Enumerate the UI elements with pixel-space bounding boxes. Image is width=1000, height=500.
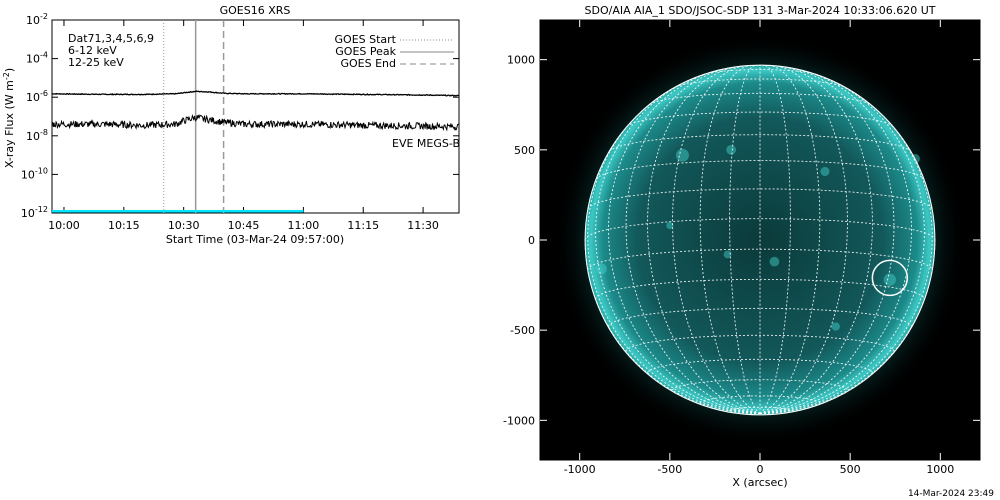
latitude-line: [595, 160, 925, 180]
aia-x-axis-label: X (arcsec): [732, 476, 787, 489]
active-region-patch: [726, 144, 737, 155]
longitude-line: [587, 97, 761, 415]
y-tick-base: 10: [26, 14, 40, 27]
legend-12-25kev: 12-25 keV: [68, 56, 124, 69]
y-tick-label: 10-4: [26, 51, 48, 66]
flux-upper-series: [52, 90, 460, 97]
y-tick-exponent: -8: [40, 128, 48, 137]
longitude-line: [759, 66, 895, 415]
longitude-line: [759, 64, 821, 415]
aia-y-axis-ticks: 1000 500 0 -500 -1000: [503, 54, 980, 427]
aia-x-axis-ticks: -1000 -500 0 500 1000: [564, 20, 954, 476]
y-tick-exponent: -4: [40, 51, 48, 60]
x-tick-label: 10:00: [48, 219, 80, 232]
y-tick-label: 10-6: [26, 89, 48, 104]
longitude-line: [608, 68, 761, 415]
y-tick-label: 10-10: [21, 166, 48, 181]
y-tick-label: 10-8: [26, 128, 48, 143]
y-axis-label: X-ray Flux (W m-2): [2, 68, 16, 168]
longitude-line: [595, 73, 761, 415]
flare-location-marker: [871, 259, 909, 297]
longitude-line: [672, 65, 761, 415]
y-tick-exponent: -12: [35, 205, 48, 214]
y-tick-exponent: -6: [40, 89, 48, 98]
aia-x-tick-label: -500: [657, 463, 682, 476]
y-tick-exponent: -2: [40, 12, 48, 21]
y-tick-base: 10: [26, 130, 40, 143]
chart-title: GOES16 XRS: [220, 4, 291, 17]
latitude-line: [649, 92, 871, 105]
plot-frame: [51, 19, 460, 214]
legend-goes-start: GOES Start: [335, 33, 397, 46]
active-region-patch: [675, 148, 689, 162]
flux-lower-series: [51, 114, 460, 132]
active-region-patch: [723, 250, 732, 259]
y-tick-exponent: -10: [35, 166, 48, 175]
active-region-patch: [769, 256, 780, 267]
x-tick-label: 10:15: [108, 219, 140, 232]
goes-event-lines: [163, 20, 225, 213]
aia-image-panel: SDO/AIA AIA_1 SDO/JSOC-SDP 131 3-Mar-202…: [503, 4, 981, 489]
latitude-line: [608, 134, 912, 152]
latitude-line: [729, 406, 791, 412]
longitude-line: [759, 65, 848, 415]
active-region-patch: [595, 263, 607, 275]
legend-goes-peak: GOES Peak: [335, 45, 396, 58]
limb-outline: [584, 64, 936, 416]
footer-timestamp: 14-Mar-2024 23:49: [908, 489, 994, 499]
aia-title: SDO/AIA AIA_1 SDO/JSOC-SDP 131 3-Mar-202…: [585, 4, 936, 17]
active-region-patch: [831, 322, 840, 331]
flux-series: [51, 90, 460, 213]
aia-y-tick-label: 500: [514, 144, 535, 157]
aia-y-tick-label: 0: [528, 234, 535, 247]
x-tick-label: 10:45: [228, 219, 260, 232]
aia-x-tick-label: 0: [757, 463, 764, 476]
heliographic-grid: [584, 64, 936, 415]
y-tick-base: 10: [26, 91, 40, 104]
aia-legend: O AIA flare location: [556, 33, 662, 46]
longitude-line: [759, 68, 912, 415]
longitude-line: [625, 66, 761, 415]
legend-channel-label: Dat71,3,4,5,6,9: [68, 32, 154, 45]
latitude-line: [647, 358, 873, 373]
x-tick-label: 11:00: [288, 219, 320, 232]
x-tick-label: 11:15: [347, 219, 379, 232]
legend-goes-end: GOES End: [340, 57, 396, 70]
aia-x-tick-label: -1000: [564, 463, 596, 476]
aia-y-tick-label: 1000: [507, 54, 535, 67]
x-axis-ticks: 10:00 10:15 10:30 10:45 11:00 11:15 11:30: [48, 20, 439, 232]
aia-y-tick-label: -500: [510, 324, 535, 337]
x-axis-label: Start Time (03-Mar-24 09:57:00): [166, 233, 344, 246]
x-tick-label: 10:30: [168, 219, 200, 232]
longitude-line: [699, 64, 761, 415]
longitude-line: [647, 65, 761, 415]
y-tick-label: 10-12: [21, 205, 48, 220]
active-region-patch: [666, 222, 674, 230]
eve-megs-label: EVE MEGS-B: [392, 137, 460, 150]
active-region-patch: [883, 273, 897, 286]
y-tick-base: 10: [26, 53, 40, 66]
y-tick-base: 10: [21, 207, 35, 220]
active-region-patch: [820, 166, 830, 177]
longitude-line: [759, 97, 933, 415]
aia-x-tick-label: 1000: [926, 463, 954, 476]
active-regions: [595, 144, 920, 331]
latitude-line: [674, 78, 846, 88]
longitude-line: [759, 73, 925, 415]
legend-6-12kev: 6-12 keV: [68, 44, 117, 57]
y-tick-base: 10: [21, 168, 35, 181]
aia-y-tick-label: -1000: [503, 414, 535, 427]
x-tick-label: 11:30: [407, 219, 439, 232]
y-tick-label: 10-2: [26, 12, 48, 27]
longitude-line: [759, 65, 873, 415]
aia-x-tick-label: 500: [840, 463, 861, 476]
